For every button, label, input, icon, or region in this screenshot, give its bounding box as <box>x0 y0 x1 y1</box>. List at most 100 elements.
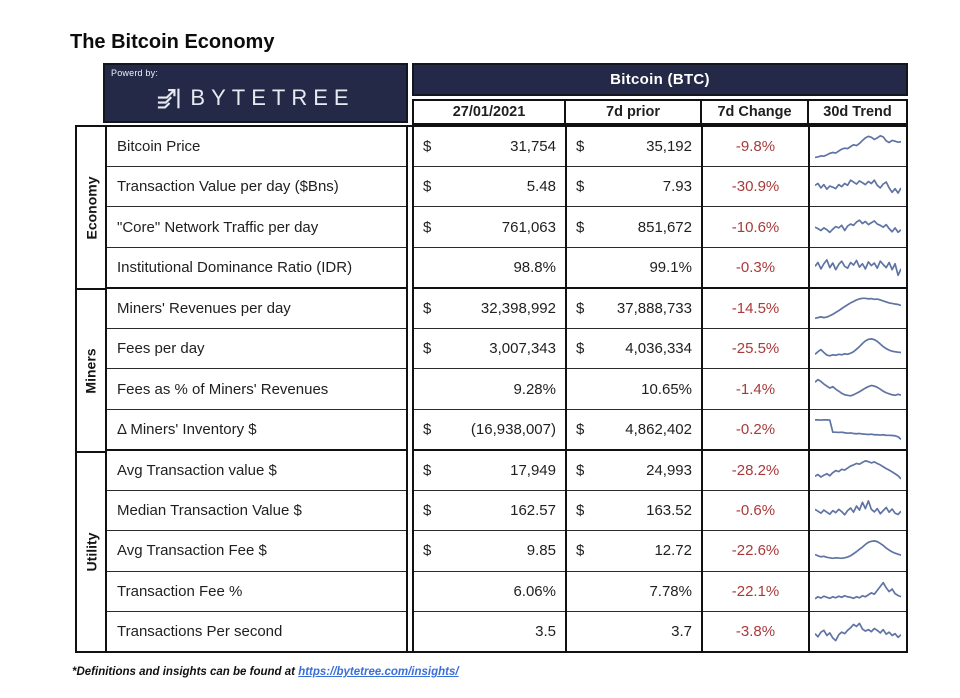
value-text: 9.85 <box>526 542 556 560</box>
trend-sparkline <box>815 171 901 202</box>
group-column: Economy Miners Utility <box>77 127 107 651</box>
value-prior: $4,862,402 <box>567 410 701 451</box>
double-border-gap <box>406 127 414 651</box>
metric-label: Transactions Per second <box>117 622 283 640</box>
trend-cell <box>810 369 906 410</box>
trend-cell <box>810 572 906 612</box>
value-current: 9.28% <box>414 369 565 410</box>
metric-label: Avg Transaction value $ <box>107 451 406 492</box>
change-value: -1.4% <box>703 369 808 410</box>
change-value: -28.2% <box>703 451 808 492</box>
group-label-miners: Miners <box>77 290 105 454</box>
currency-symbol: $ <box>423 178 432 196</box>
column-header-7d-prior: 7d prior <box>564 101 700 123</box>
currency-symbol: $ <box>423 542 432 560</box>
footnote: *Definitions and insights can be found a… <box>72 666 459 678</box>
value-current: $5.48 <box>414 167 565 208</box>
value-current: $761,063 <box>414 207 565 248</box>
value-text: 99.1% <box>649 258 692 276</box>
value-text: 3,007,343 <box>489 340 556 358</box>
trend-sparkline <box>815 535 901 566</box>
trend-column <box>808 127 906 651</box>
powered-by-label: Powerd by: <box>111 68 159 78</box>
header-right: Bitcoin (BTC) 27/01/2021 7d prior 7d Cha… <box>412 63 908 125</box>
metric-label: Δ Miners' Inventory $ <box>107 410 406 451</box>
value-text: 4,036,334 <box>625 340 692 358</box>
value-text: 6.06% <box>513 582 556 600</box>
value-text: 3.5 <box>535 622 556 640</box>
value-prior: $12.72 <box>567 531 701 572</box>
currency-symbol: $ <box>576 502 585 520</box>
column-headers: 27/01/2021 7d prior 7d Change 30d Trend <box>412 99 908 125</box>
currency-symbol: $ <box>423 218 432 236</box>
metric-label-column: Bitcoin Price Transaction Value per day (… <box>107 127 406 651</box>
trend-cell <box>810 127 906 168</box>
change-value: -0.3% <box>703 248 808 289</box>
metric-label: Transaction Fee % <box>107 572 406 612</box>
value-prior: 7.78% <box>567 572 701 612</box>
value-text: 163.52 <box>646 502 692 520</box>
value-text: 31,754 <box>510 138 556 156</box>
value-current: $ (16,938,007) <box>414 410 565 451</box>
trend-cell <box>810 612 906 651</box>
trend-cell <box>810 207 906 248</box>
value-text: 32,398,992 <box>480 300 556 318</box>
value-text: 9.28% <box>513 380 556 398</box>
currency-symbol: $ <box>576 461 585 479</box>
trend-cell <box>810 248 906 289</box>
trend-sparkline <box>815 293 901 324</box>
trend-sparkline <box>815 455 901 486</box>
value-text: 162.57 <box>510 502 556 520</box>
change-value: -3.8% <box>735 622 776 640</box>
change-column: -9.8% -30.9% -10.6% -0.3% -14.5% -25.5% -1.4% -… <box>701 127 808 651</box>
metric-label: Fees as % of Miners' Revenues <box>107 369 406 410</box>
currency-symbol: $ <box>576 218 585 236</box>
value-text: 10.65% <box>641 380 692 398</box>
value-prior: $37,888,733 <box>567 289 701 330</box>
metric-label: Bitcoin Price <box>107 127 406 168</box>
trend-sparkline <box>815 576 901 607</box>
group-label-utility: Utility <box>83 532 100 572</box>
change-value: -30.9% <box>703 167 808 208</box>
value-text: (16,938,007) <box>470 420 556 438</box>
trend-cell <box>810 410 906 451</box>
change-value: -25.5% <box>703 329 808 370</box>
value-prior: $7.93 <box>567 167 701 208</box>
change-value: -22.6% <box>703 531 808 572</box>
value-text: 17,949 <box>510 461 556 479</box>
table-body: Economy Miners Utility Bitcoin Price Transa… <box>75 125 908 653</box>
trend-cell <box>810 451 906 492</box>
trend-sparkline <box>815 211 901 242</box>
bytetree-arrow-icon <box>158 88 180 108</box>
value-text: 7.93 <box>662 178 692 196</box>
column-header-30d-trend: 30d Trend <box>807 101 906 123</box>
metric-label: "Core" Network Traffic per day <box>107 207 406 248</box>
value-text: 12.72 <box>654 542 692 560</box>
value-prior: $163.52 <box>567 491 701 532</box>
value-text: 35,192 <box>646 138 692 156</box>
value-prior: 10.65% <box>567 369 701 410</box>
change-value: -10.6% <box>703 207 808 248</box>
value-text: 24,993 <box>646 461 692 479</box>
value-current: 3.5 <box>414 612 565 651</box>
metric-label: Transaction Value per day ($Bns) <box>107 167 406 208</box>
value-current: $17,949 <box>414 451 565 492</box>
value-current: 98.8% <box>414 248 565 289</box>
value-current: $3,007,343 <box>414 329 565 370</box>
trend-sparkline <box>815 373 901 404</box>
column-header-7d-change: 7d Change <box>700 101 807 123</box>
change-value: -9.8% <box>703 127 808 168</box>
currency-symbol: $ <box>423 502 432 520</box>
trend-cell <box>810 329 906 370</box>
change-value: -22.1% <box>703 572 808 612</box>
currency-symbol: $ <box>576 138 585 156</box>
value-text: 851,672 <box>637 218 692 236</box>
trend-sparkline <box>815 252 901 283</box>
trend-cell <box>810 491 906 532</box>
value-text: 761,063 <box>501 218 556 236</box>
insights-link[interactable]: https://bytetree.com/insights/ <box>298 666 459 678</box>
trend-sparkline <box>815 616 901 647</box>
value-prior: $35,192 <box>567 127 701 168</box>
value-prior: 3.7 <box>567 612 701 651</box>
currency-symbol: $ <box>576 178 585 196</box>
